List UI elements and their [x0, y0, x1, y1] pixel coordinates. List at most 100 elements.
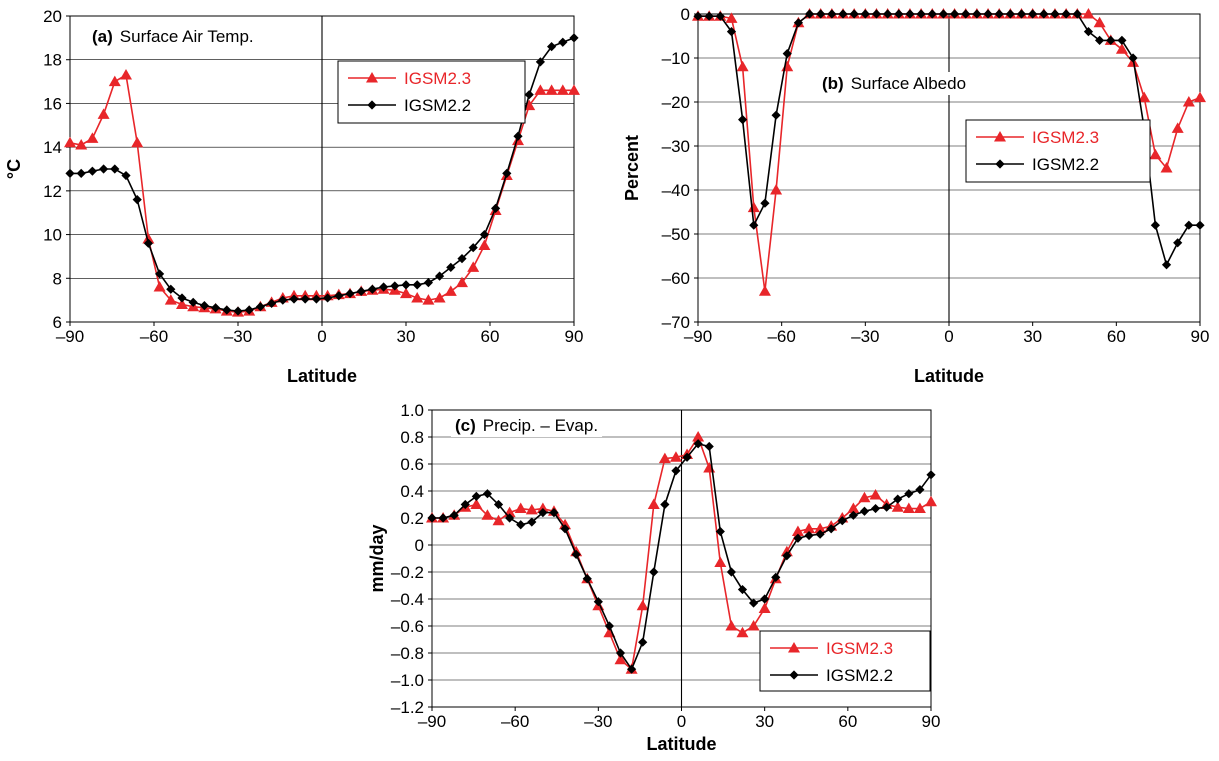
data-point — [65, 168, 75, 178]
data-point — [758, 602, 771, 613]
data-point — [871, 9, 882, 19]
data-point — [356, 286, 366, 296]
data-point — [860, 9, 870, 19]
data-point — [760, 594, 770, 604]
series-line — [698, 13, 1200, 267]
legend-marker — [995, 159, 1005, 169]
panel-tag: (c) — [455, 416, 476, 435]
data-point — [438, 513, 448, 523]
series-line — [432, 442, 932, 671]
data-point — [164, 294, 177, 305]
legend-entry: IGSM2.2 — [976, 155, 1099, 174]
data-point — [638, 637, 648, 647]
y-tick-label: 0.4 — [400, 482, 424, 501]
data-point — [199, 301, 209, 311]
data-point — [86, 132, 99, 143]
data-point — [703, 462, 716, 473]
x-tick-label: –90 — [418, 712, 446, 731]
data-point — [893, 494, 903, 504]
y-tick-label: 10 — [43, 226, 62, 245]
data-point — [142, 232, 155, 244]
data-point — [467, 261, 480, 272]
data-point — [738, 115, 748, 125]
x-tick-label: –90 — [56, 327, 84, 346]
data-point — [814, 522, 827, 534]
data-point — [400, 287, 412, 299]
data-point — [838, 9, 848, 19]
data-point — [568, 84, 580, 95]
data-point — [915, 485, 925, 495]
data-point — [233, 306, 243, 316]
legend-label: IGSM2.3 — [404, 69, 471, 88]
series-line — [70, 37, 575, 312]
data-point — [649, 567, 659, 577]
data-point — [782, 49, 792, 59]
data-point — [255, 302, 265, 312]
data-point — [87, 166, 97, 176]
x-tick-label: 30 — [397, 327, 416, 346]
data-point — [188, 297, 198, 307]
panel-title: (a) Surface Air Temp. — [88, 25, 258, 48]
y-tick-label: –0.2 — [391, 563, 424, 582]
data-point — [725, 12, 738, 23]
panel-title-background — [88, 25, 258, 48]
data-point — [1117, 35, 1127, 45]
data-point — [671, 466, 681, 476]
data-point — [491, 203, 501, 213]
data-point — [715, 11, 725, 21]
data-point — [222, 305, 232, 315]
data-point — [736, 626, 749, 638]
data-point — [558, 37, 568, 47]
data-point — [660, 499, 670, 510]
data-point — [536, 502, 549, 514]
data-point — [961, 9, 971, 19]
data-point — [449, 510, 459, 520]
data-point — [108, 75, 121, 87]
data-point — [379, 282, 389, 292]
panel-b: 0 –10 –20 –30 –40 –50 –60 –70–90 –60 –30 0 30 60 90 La… — [622, 5, 1209, 386]
y-tick-label: –0.8 — [391, 644, 424, 663]
data-point — [345, 288, 355, 299]
data-point — [211, 303, 221, 313]
y-tick-label: –20 — [662, 93, 690, 112]
panel-tag: (b) — [822, 74, 844, 93]
data-point — [311, 294, 321, 304]
data-point — [177, 293, 187, 303]
data-point — [780, 545, 793, 557]
y-tick-label: –10 — [662, 49, 690, 68]
data-point — [1050, 9, 1060, 19]
data-point — [582, 574, 592, 584]
data-point — [804, 9, 815, 19]
data-point — [99, 164, 109, 174]
legend-marker — [366, 72, 378, 83]
x-tick-label: –30 — [224, 327, 252, 346]
data-point — [925, 495, 937, 507]
y-tick-label: –60 — [662, 269, 690, 288]
data-point — [604, 621, 615, 631]
x-tick-label: –60 — [140, 327, 168, 346]
data-point — [837, 516, 847, 526]
data-point — [1194, 91, 1206, 103]
data-point — [143, 238, 153, 248]
data-point — [569, 33, 579, 43]
panel-title-background — [818, 72, 971, 95]
y-tick-label: 12 — [43, 182, 62, 201]
data-point — [760, 198, 770, 208]
data-point — [110, 164, 120, 174]
data-point — [514, 502, 527, 514]
panel-title-label: Surface Air Temp. — [120, 27, 254, 46]
y-tick-label: 8 — [53, 269, 62, 288]
data-point — [804, 530, 814, 541]
y-tick-label: 20 — [43, 7, 62, 26]
panel-title: (c) Precip. – Evap. — [451, 414, 603, 437]
data-point — [870, 503, 881, 514]
legend-entry: IGSM2.3 — [976, 128, 1099, 147]
data-point — [433, 291, 446, 303]
data-point — [390, 281, 400, 291]
data-point — [571, 549, 581, 560]
data-point — [176, 298, 188, 310]
panel-title-label: Precip. – Evap. — [483, 416, 598, 435]
data-point — [1182, 96, 1195, 107]
data-point — [972, 9, 982, 19]
